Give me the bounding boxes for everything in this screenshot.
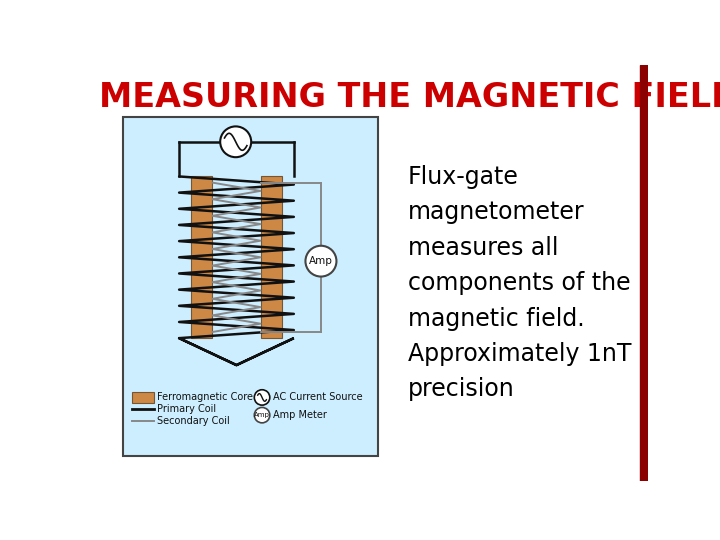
Text: Flux-gate
magnetometer
measures all
components of the
magnetic field.
Approximat: Flux-gate magnetometer measures all comp… xyxy=(408,165,631,401)
Text: Ferromagnetic Core: Ferromagnetic Core xyxy=(158,393,253,402)
Bar xyxy=(132,392,153,403)
Text: Primary Coil: Primary Coil xyxy=(158,404,217,414)
Text: AC Current Source: AC Current Source xyxy=(273,393,363,402)
Bar xyxy=(122,117,378,456)
Circle shape xyxy=(305,246,336,276)
Bar xyxy=(261,177,282,338)
Bar xyxy=(640,65,648,481)
Text: MEASURING THE MAGNETIC FIELD: MEASURING THE MAGNETIC FIELD xyxy=(99,80,720,113)
Text: Amp: Amp xyxy=(254,412,270,418)
Text: Amp: Amp xyxy=(309,256,333,266)
Bar xyxy=(191,177,212,338)
Text: Secondary Coil: Secondary Coil xyxy=(158,416,230,426)
Circle shape xyxy=(254,408,270,423)
Circle shape xyxy=(254,390,270,405)
Circle shape xyxy=(220,126,251,157)
Text: Amp Meter: Amp Meter xyxy=(273,410,327,420)
